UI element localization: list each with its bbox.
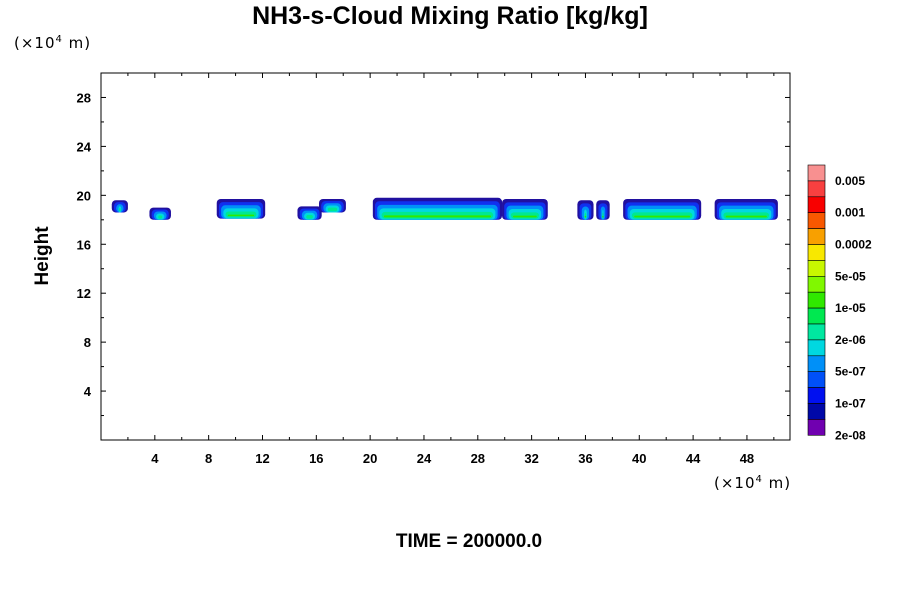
x-tick-label: 12 (255, 451, 269, 466)
x-tick-label: 44 (686, 451, 701, 466)
cloud-contours (111, 197, 778, 220)
y-tick-label: 12 (77, 286, 91, 301)
cloud-band (510, 212, 539, 219)
colorbar-segment (807, 164, 826, 182)
colorbar-segment (807, 355, 826, 372)
cloud-patch (502, 199, 548, 220)
chart-title: NH3-s-Cloud Mixing Ratio [kg/kg] (252, 2, 648, 30)
y-tick-label: 20 (77, 188, 91, 203)
cloud-band (158, 215, 163, 219)
y-tick-label: 16 (77, 237, 91, 252)
cloud-patch (319, 199, 346, 213)
cloud-band (584, 212, 587, 219)
cloud-band (225, 211, 257, 218)
colorbar-segment (807, 260, 826, 277)
cloud-band (602, 212, 604, 219)
colorbar-label: 1e-05 (835, 301, 866, 315)
y-tick-label: 28 (77, 90, 91, 105)
colorbar-segment (807, 212, 826, 229)
colorbar-label: 0.001 (835, 206, 865, 220)
colorbar: 0.005 0.001 0.0002 5e-05 1e-05 2e-06 5e-07 1e-0… (807, 164, 872, 442)
colorbar-segment (807, 387, 826, 404)
cloud-patch (623, 199, 702, 220)
colorbar-segment (807, 403, 826, 420)
x-tick-label: 4 (151, 451, 159, 466)
colorbar-segment (807, 291, 826, 309)
cloud-band (584, 215, 587, 218)
colorbar-segment (807, 371, 826, 388)
colorbar-segment (807, 196, 826, 214)
x-tick-label: 28 (471, 451, 485, 466)
y-tick-label: 4 (84, 384, 92, 399)
cloud-band (383, 215, 492, 218)
cloud-patch (149, 207, 171, 220)
colorbar-label: 0.0002 (835, 238, 872, 252)
colorbar-segment (807, 228, 826, 245)
colorbar-segment (807, 419, 826, 436)
cloud-patch (111, 200, 128, 213)
cloud-patch (216, 199, 266, 219)
colorbar-segment (807, 275, 826, 293)
plot-frame (100, 72, 791, 441)
x-tick-label: 36 (578, 451, 592, 466)
x-tick-label: 20 (363, 451, 377, 466)
colorbar-label: 1e-07 (835, 397, 866, 411)
x-axis-unit: (×104 m) (714, 474, 792, 492)
cloud-band (602, 215, 604, 218)
colorbar-segment (807, 307, 826, 325)
x-tick-label: 32 (524, 451, 538, 466)
x-tick-label: 24 (417, 451, 432, 466)
x-tick-label: 40 (632, 451, 646, 466)
y-tick-label: 24 (77, 139, 92, 154)
cloud-patch (372, 197, 503, 220)
colorbar-segment (807, 180, 826, 198)
colorbar-segment (807, 339, 826, 357)
colorbar-label: 2e-08 (835, 428, 866, 442)
x-tick-label: 8 (205, 451, 212, 466)
cloud-band (119, 208, 121, 212)
colorbar-segment (807, 323, 826, 341)
colorbar-label: 0.005 (835, 174, 865, 188)
cloud-band (631, 212, 693, 219)
cloud-patch (714, 199, 778, 220)
x-tick-label: 16 (309, 451, 323, 466)
cloud-band (306, 214, 313, 219)
cloud-band (513, 215, 537, 218)
cloud-patch (297, 206, 322, 220)
colorbar-label: 2e-06 (835, 333, 866, 347)
colorbar-segment (807, 244, 826, 261)
cloud-band (634, 215, 691, 218)
colorbar-label: 5e-05 (835, 269, 866, 283)
time-footer: TIME = 200000.0 (395, 531, 543, 552)
cloud-patch (596, 200, 610, 220)
cloud-band (381, 211, 494, 219)
cloud-band (227, 214, 255, 217)
colorbar-label: 5e-07 (835, 365, 866, 379)
y-tick-label: 8 (84, 335, 91, 350)
cloud-patch (577, 200, 594, 220)
x-tick-label: 48 (740, 451, 754, 466)
cloud-band (725, 215, 767, 218)
cloud-band (327, 207, 338, 212)
cloud-band (723, 212, 770, 219)
y-axis-unit: (×104 m) (14, 34, 92, 52)
